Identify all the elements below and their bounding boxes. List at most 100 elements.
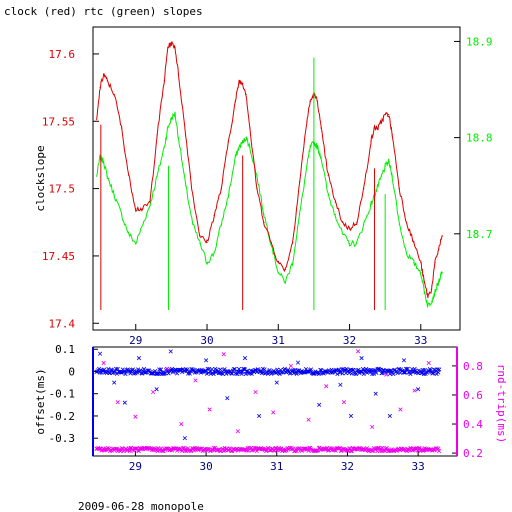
series-1-point-27 [249,146,251,148]
series-0-point-9 [149,201,151,203]
top-y-tick-label-2: 17.5 [49,183,76,196]
series-0-point-43 [348,228,351,230]
series-2-point-56 [141,366,147,372]
series-1-point-14 [174,113,176,115]
bottom-plot-frame [92,346,458,457]
series-0-point-13 [170,42,172,44]
series-0-point-3 [106,80,108,82]
series-0-point-7 [135,208,137,210]
series-2-point-283 [334,368,339,373]
series-1-point-54 [406,252,408,254]
series-1-point-45 [363,223,365,225]
series-1-point-26 [245,137,247,139]
series-3-outlier-1 [115,400,120,405]
series-3-outlier-19 [398,407,403,412]
bottom-y-tick-label-4: -0.3 [49,432,76,445]
bottom-x-tick-label-2: 31 [270,460,283,473]
series-1-point-3 [106,175,108,177]
series-0-point-4 [113,93,115,95]
series-2-point-367 [405,366,410,371]
series-1-point-23 [234,156,237,158]
series-2-point-289 [339,367,344,372]
series-1-point-13 [170,117,172,119]
bottom-y2-tick-label-1: 0.6 [463,389,483,402]
series-1-point-8 [142,223,144,225]
series-1-point-33 [291,262,294,264]
series-2-point-174 [242,367,247,372]
series-3-point-204 [267,448,272,453]
series-0-point-0 [96,120,98,122]
series-0-point-19 [206,241,208,244]
series-3-outlier-13 [306,417,311,422]
series-1-point-34 [299,214,301,216]
series-1-point-46 [370,204,372,206]
series-2-point-183 [249,371,254,376]
series-0-point-48 [377,127,379,129]
series-1-point-0 [96,175,98,177]
series-1-point-44 [356,242,358,244]
series-0-point-54 [406,221,408,223]
series-0-point-16 [185,134,187,136]
series-0-point-17 [192,194,194,196]
series-2-point-110 [187,371,192,376]
series-1-point-40 [327,194,329,196]
series-2-outlier-8 [225,396,230,401]
series-2-outlier-20 [416,387,421,392]
series-0-point-45 [363,188,365,190]
series-3-outlier-4 [165,366,170,371]
series-line-1 [96,111,443,309]
series-0-point-15 [177,73,180,75]
series-2-outlier-9 [242,356,248,361]
series-3-outlier-9 [235,429,240,434]
series-2-point-346 [387,371,393,376]
top-y-tick-label-3: 17.55 [42,115,75,128]
series-0-point-46 [370,140,372,143]
series-1-point-36 [309,146,311,148]
series-2-point-253 [309,367,314,372]
series-2-point-76 [158,367,164,372]
bottom-y-tick-label-1: 0 [68,365,75,378]
series-1-point-32 [284,281,286,283]
series-1-point-60 [434,290,436,293]
bottom-y-axis-label: offset(ms) [34,368,47,434]
bottom-x-tick-label-3: 32 [341,460,354,473]
series-1-point-10 [156,175,158,177]
top-y-tick-label-0: 17.4 [49,317,76,330]
series-2-point-386 [421,371,426,377]
series-2-outlier-11 [274,380,279,385]
series-2-point-89 [169,366,175,371]
series-0-point-51 [388,113,390,116]
series-1-point-29 [263,214,265,216]
series-2-point-256 [311,371,316,376]
series-0-point-55 [413,241,415,244]
series-0-point-36 [309,100,311,102]
series-2-outlier-13 [317,402,322,407]
series-0-point-58 [427,295,429,297]
top-x-tick-label-1: 30 [200,334,213,347]
series-2-point-176 [243,371,248,377]
bottom-x-tick-label-4: 33 [412,460,425,473]
series-2-outlier-10 [257,413,262,419]
series-2-point-146 [218,367,223,372]
series-1-point-43 [348,242,351,244]
series-0-point-1 [99,87,101,89]
series-3-point-325 [370,448,375,453]
series-0-point-40 [327,174,329,176]
series-1-point-35 [306,165,308,168]
series-2-point-34 [123,371,128,377]
series-2-point-284 [335,372,340,377]
top-y2-tick-label-0: 18.7 [466,228,493,241]
series-3-outlier-16 [355,349,361,354]
series-3-point-380 [416,446,421,451]
bottom-y2-tick-label-0: 0.8 [463,360,483,373]
series-1-point-25 [242,141,244,143]
series-0-point-32 [284,268,286,270]
series-0-point-21 [220,188,222,190]
series-3-outlier-18 [384,372,389,377]
top-x-tick-label-4: 33 [414,334,427,347]
series-1-point-5 [120,214,123,216]
series-1-point-7 [135,242,137,244]
bottom-x-tick-label-1: 30 [199,460,212,473]
series-3-outlier-10 [253,389,258,395]
series-2-point-265 [319,368,324,373]
